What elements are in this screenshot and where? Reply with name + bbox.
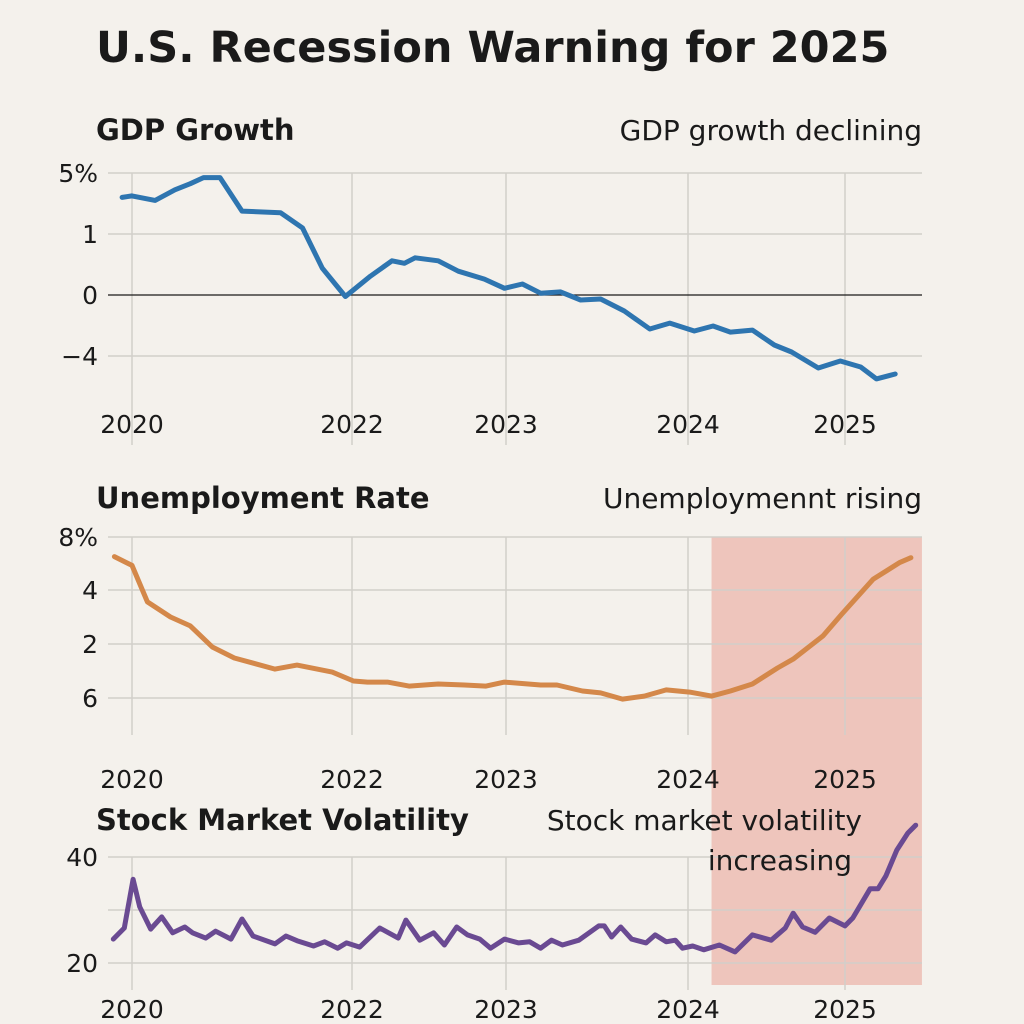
y-tick-label: 6 [82,684,98,713]
y-tick-label: 4 [82,576,98,605]
x-tick-label: 2022 [320,410,384,439]
annotation: Unemploymennt rising [603,482,922,515]
series-line [111,554,914,702]
y-tick-label: 8% [58,523,98,552]
chart-panel-1: 2020 2022 2023 2024 2025 8% 4 2 6 Unemployment Ra… [58,481,922,794]
x-tick-label: 2023 [474,410,538,439]
x-tick-label: 2025 [813,995,877,1024]
page-title: U.S. Recession Warning for 2025 [96,23,889,73]
series-line [110,822,919,955]
panel-title: Stock Market Volatility [96,803,469,837]
annotation: increasing [708,844,852,877]
x-tick-label: 2020 [100,765,164,794]
y-tick-label: −4 [61,342,98,371]
x-tick-label: 2024 [656,995,720,1024]
annotation: Stock market volatility [547,804,862,837]
y-tick-label: 0 [82,281,98,310]
chart-panel-0: 2020 2022 2023 2024 2025 5% 1 0 −4 GDP Growth GDP … [58,113,922,445]
y-tick-label: 2 [82,630,98,659]
x-tick-label: 2020 [100,995,164,1024]
x-tick-label: 2023 [474,995,538,1024]
y-tick-label: 5% [58,159,98,188]
x-tick-label: 2022 [320,995,384,1024]
y-tick-label: 40 [66,843,98,872]
x-tick-label: 2024 [656,410,720,439]
x-tick-label: 2025 [813,765,877,794]
panel-title: Unemployment Rate [96,481,430,515]
y-tick-label: 20 [66,949,98,978]
x-tick-label: 2022 [320,765,384,794]
x-tick-label: 2025 [813,410,877,439]
chart-panel-2: 2020 2022 2023 2024 2025 40 20 Stock Market Vol… [66,803,922,1024]
x-tick-label: 2024 [656,765,720,794]
x-tick-label: 2023 [474,765,538,794]
annotation: GDP growth declining [620,114,922,147]
panel-title: GDP Growth [96,113,295,147]
y-tick-label: 1 [82,220,98,249]
x-tick-label: 2020 [100,410,164,439]
highlight-region [711,537,922,985]
highlight-layer [711,537,922,985]
